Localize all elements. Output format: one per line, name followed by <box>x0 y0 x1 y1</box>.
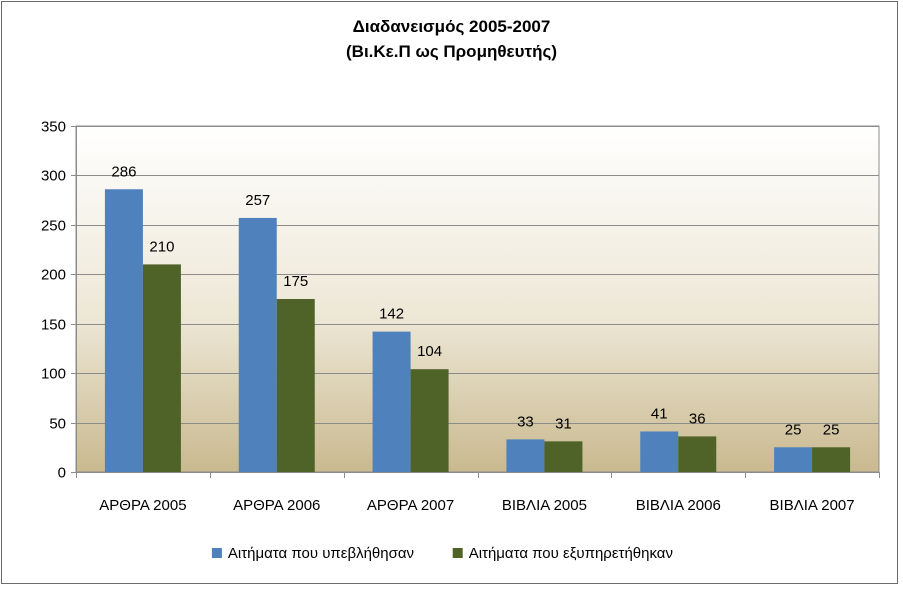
chart-title-line-2: (Βι.Κε.Π ως Προμηθευτής) <box>346 42 557 61</box>
data-label: 210 <box>149 238 174 255</box>
bar <box>410 369 449 472</box>
bar <box>640 431 679 472</box>
x-tick-label: ΒΙΒΛΙΑ 2007 <box>770 497 855 514</box>
y-tick-label: 250 <box>41 218 66 235</box>
bar <box>104 189 143 473</box>
data-label: 41 <box>651 405 668 422</box>
legend-label: Αιτήματα που εξυπηρετήθηκαν <box>469 545 673 562</box>
data-label: 175 <box>283 273 308 290</box>
x-tick-label: ΑΡΘΡΑ 2007 <box>367 497 454 514</box>
chart-title-line-1: Διαδανεισμός 2005-2007 <box>352 17 551 36</box>
x-tick-label: ΒΙΒΛΙΑ 2006 <box>636 497 721 514</box>
bar <box>238 217 277 472</box>
legend-swatch <box>452 548 463 558</box>
data-label: 286 <box>111 163 136 180</box>
data-label: 25 <box>823 421 840 438</box>
data-label: 36 <box>689 410 706 427</box>
legend-label: Αιτήματα που υπεβλήθησαν <box>228 545 414 562</box>
data-label: 257 <box>245 192 270 209</box>
data-label: 104 <box>417 343 442 360</box>
chart-title: Διαδανεισμός 2005-2007 (Βι.Κε.Π ως Προμη… <box>0 14 903 64</box>
y-tick-label: 0 <box>58 465 66 482</box>
bar <box>544 441 583 472</box>
y-tick-label: 100 <box>41 366 66 383</box>
x-tick-label: ΑΡΘΡΑ 2005 <box>99 497 186 514</box>
y-tick-label: 200 <box>41 267 66 284</box>
bar <box>372 331 411 472</box>
y-tick-label: 350 <box>41 119 66 136</box>
data-label: 31 <box>555 415 572 432</box>
data-label: 25 <box>785 421 802 438</box>
data-label: 33 <box>517 413 534 430</box>
x-tick-label: ΑΡΘΡΑ 2006 <box>233 497 320 514</box>
x-tick-label: ΒΙΒΛΙΑ 2005 <box>502 497 587 514</box>
bar <box>774 447 813 472</box>
bar <box>812 447 851 472</box>
plot-area <box>75 125 880 473</box>
y-tick-label: 300 <box>41 168 66 185</box>
bar <box>142 264 181 472</box>
data-label: 142 <box>379 306 404 323</box>
bar <box>276 299 315 472</box>
bar <box>678 436 717 472</box>
y-tick-label: 150 <box>41 317 66 334</box>
y-tick-label: 50 <box>49 416 66 433</box>
legend-swatch <box>211 548 222 558</box>
bar <box>506 439 545 472</box>
